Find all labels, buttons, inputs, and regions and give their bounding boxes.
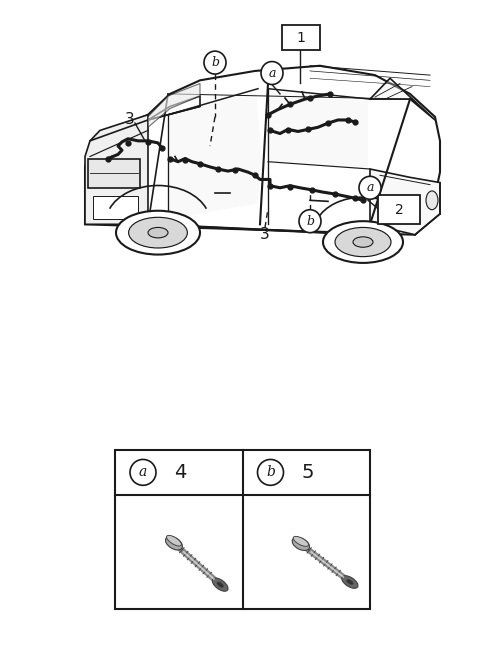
Bar (93, 196, 138, 219)
Text: 2: 2 (395, 203, 403, 216)
Circle shape (130, 459, 156, 485)
Ellipse shape (148, 228, 168, 238)
Bar (88, 158, 140, 188)
Ellipse shape (293, 536, 309, 546)
Ellipse shape (167, 536, 181, 546)
Polygon shape (85, 65, 440, 235)
Ellipse shape (323, 221, 403, 263)
Text: a: a (366, 181, 374, 194)
Polygon shape (170, 92, 262, 219)
Text: 4: 4 (174, 463, 186, 482)
Polygon shape (370, 169, 440, 235)
Ellipse shape (166, 536, 182, 550)
Ellipse shape (342, 576, 358, 589)
Circle shape (204, 51, 226, 74)
Text: 5: 5 (301, 463, 314, 482)
Text: 3: 3 (260, 227, 270, 242)
Ellipse shape (116, 211, 200, 254)
Bar (282, 25, 320, 50)
Text: b: b (306, 215, 314, 228)
Text: a: a (268, 67, 276, 80)
Polygon shape (85, 114, 148, 224)
Bar (378, 195, 420, 224)
Ellipse shape (129, 217, 187, 248)
Ellipse shape (292, 538, 310, 551)
Bar (115, 450, 370, 610)
Circle shape (261, 61, 283, 84)
Text: b: b (211, 56, 219, 69)
Ellipse shape (217, 582, 223, 587)
Text: 3: 3 (125, 112, 135, 128)
Polygon shape (370, 78, 435, 120)
Ellipse shape (335, 228, 391, 256)
Text: a: a (139, 466, 147, 479)
Ellipse shape (353, 237, 373, 247)
Ellipse shape (347, 579, 353, 585)
Circle shape (299, 210, 321, 233)
Text: b: b (266, 466, 275, 479)
Circle shape (359, 177, 381, 199)
Polygon shape (148, 84, 200, 128)
Polygon shape (270, 91, 368, 169)
Ellipse shape (426, 191, 438, 210)
Circle shape (257, 459, 284, 485)
Text: 1: 1 (297, 31, 305, 44)
Ellipse shape (212, 578, 228, 591)
